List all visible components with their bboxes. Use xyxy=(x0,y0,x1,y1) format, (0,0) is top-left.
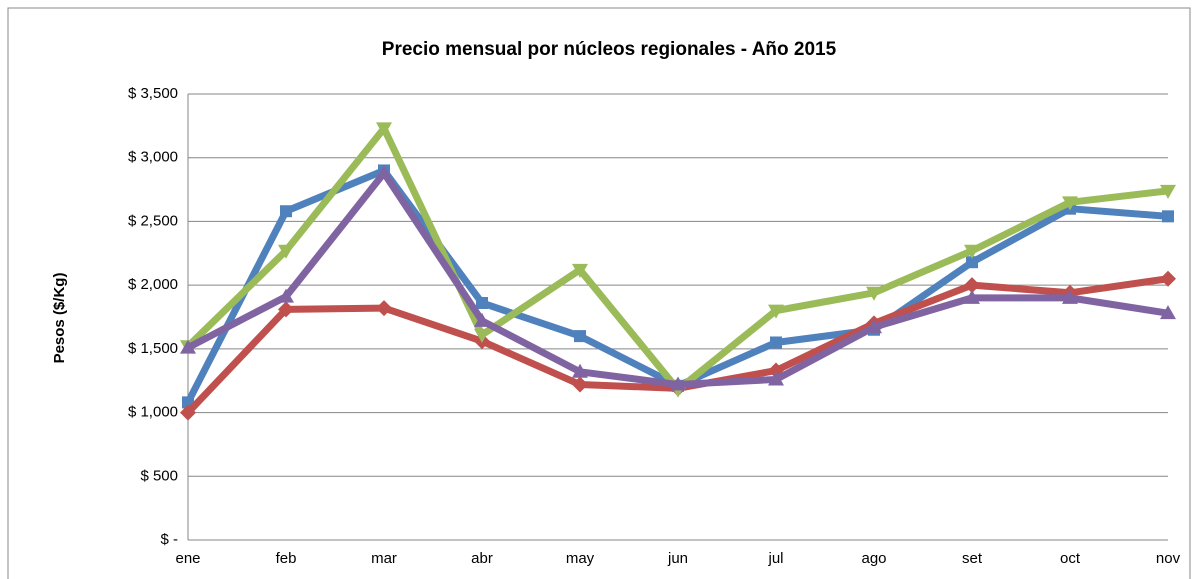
data-point xyxy=(1062,289,1078,304)
data-point xyxy=(670,376,686,391)
x-tick-label: mar xyxy=(371,550,397,567)
data-point xyxy=(278,301,294,318)
data-point xyxy=(280,205,292,218)
y-axis-label: Pesos ($/Kg) xyxy=(51,273,68,364)
data-point xyxy=(476,296,488,309)
data-point xyxy=(1162,210,1174,223)
data-point xyxy=(376,122,392,137)
data-point xyxy=(180,339,196,354)
data-point xyxy=(474,312,490,327)
x-tick-label: oct xyxy=(1060,550,1081,567)
data-point xyxy=(770,336,782,349)
data-point xyxy=(966,256,978,269)
data-point xyxy=(964,244,980,259)
data-point xyxy=(866,319,882,334)
data-point xyxy=(1160,270,1176,287)
data-point xyxy=(474,328,490,343)
data-point xyxy=(768,371,784,386)
y-tick-label: $ 2,000 xyxy=(128,276,178,293)
y-tick-label: $ 3,500 xyxy=(128,85,178,102)
chart-title: Precio mensual por núcleos regionales - … xyxy=(382,39,837,60)
x-tick-label: abr xyxy=(471,550,493,567)
data-point xyxy=(572,376,588,393)
data-point xyxy=(1160,184,1176,199)
x-tick-label: set xyxy=(962,550,983,567)
x-tick-label: jul xyxy=(767,550,783,567)
y-tick-label: $ 500 xyxy=(140,467,178,484)
data-point xyxy=(768,304,784,319)
x-tick-label: feb xyxy=(276,550,297,567)
data-point xyxy=(376,300,392,317)
y-tick-label: $ 1,000 xyxy=(128,404,178,421)
x-tick-label: ago xyxy=(861,550,886,567)
data-point xyxy=(278,244,294,259)
data-point xyxy=(964,277,980,294)
y-tick-label: $ - xyxy=(160,531,178,548)
data-point xyxy=(866,286,882,301)
data-point xyxy=(180,404,196,421)
data-point xyxy=(376,165,392,180)
x-tick-label: nov xyxy=(1156,550,1181,567)
data-point xyxy=(572,263,588,278)
x-tick-label: may xyxy=(566,550,595,567)
x-tick-label: jun xyxy=(667,550,688,567)
data-point xyxy=(572,363,588,378)
data-point xyxy=(1160,305,1176,320)
y-tick-label: $ 1,500 xyxy=(128,340,178,357)
data-point xyxy=(964,289,980,304)
y-tick-label: $ 2,500 xyxy=(128,212,178,229)
data-point xyxy=(574,330,586,343)
data-point xyxy=(278,288,294,303)
x-tick-label: ene xyxy=(175,550,200,567)
y-tick-label: $ 3,000 xyxy=(128,149,178,166)
data-point xyxy=(1062,196,1078,211)
